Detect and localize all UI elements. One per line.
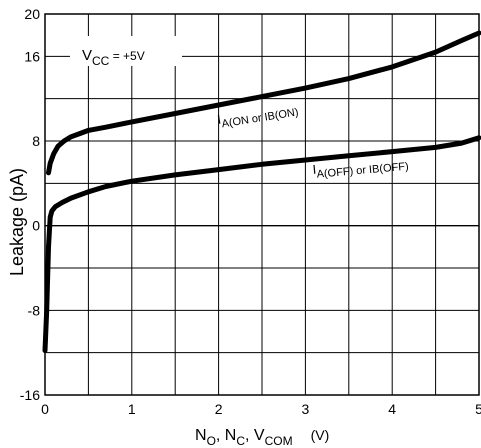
series-on-sub: A(ON or IB(ON): [221, 106, 300, 130]
x-title-part-2: , N: [216, 427, 236, 444]
grid: [45, 14, 479, 395]
series-off-name: I: [312, 162, 317, 177]
condition-label: VCC = +5V: [70, 36, 182, 68]
x-tick-label: 1: [128, 401, 136, 417]
series-off-sub: A(OFF) or IB(OFF): [316, 161, 409, 181]
x-title-part-1: N: [195, 427, 207, 444]
x-title-sub-2: C: [236, 434, 245, 448]
y-tick-label: 20: [24, 6, 40, 22]
x-title-sub-3: COM: [265, 434, 293, 448]
y-tick-label: 0: [32, 218, 40, 234]
tick-labels: -16 -8 0 8 16 20 0 1 2 3 4 5: [20, 6, 481, 417]
curves: [42, 30, 481, 354]
x-title-unit: (V): [311, 427, 330, 443]
x-tick-label: 3: [302, 401, 310, 417]
condition-main: V: [82, 47, 92, 64]
condition-text: VCC = +5V: [82, 47, 145, 68]
x-tick-label: 4: [388, 401, 396, 417]
y-tick-label: -8: [28, 302, 41, 318]
x-tick-label: 2: [215, 401, 223, 417]
y-axis-title: Leakage (pA): [7, 168, 27, 276]
series-on-name: I: [216, 112, 222, 127]
plot-border: [44, 13, 480, 396]
plot-frame: [44, 13, 480, 396]
x-tick-label: 0: [41, 401, 49, 417]
y-tick-label: 16: [24, 48, 40, 64]
x-title-part-3: , V: [245, 427, 265, 444]
y-tick-label: 8: [32, 133, 40, 149]
y-tick-label: -16: [20, 387, 40, 403]
x-tick-label: 5: [475, 401, 481, 417]
series-line-1: [42, 135, 481, 354]
condition-sub: CC: [92, 54, 110, 68]
x-title-sub-1: O: [207, 434, 216, 448]
condition-suffix: = +5V: [109, 49, 144, 63]
x-axis-title: NO, NC, VCOM (V): [195, 427, 329, 448]
series-line-0: [46, 30, 481, 176]
